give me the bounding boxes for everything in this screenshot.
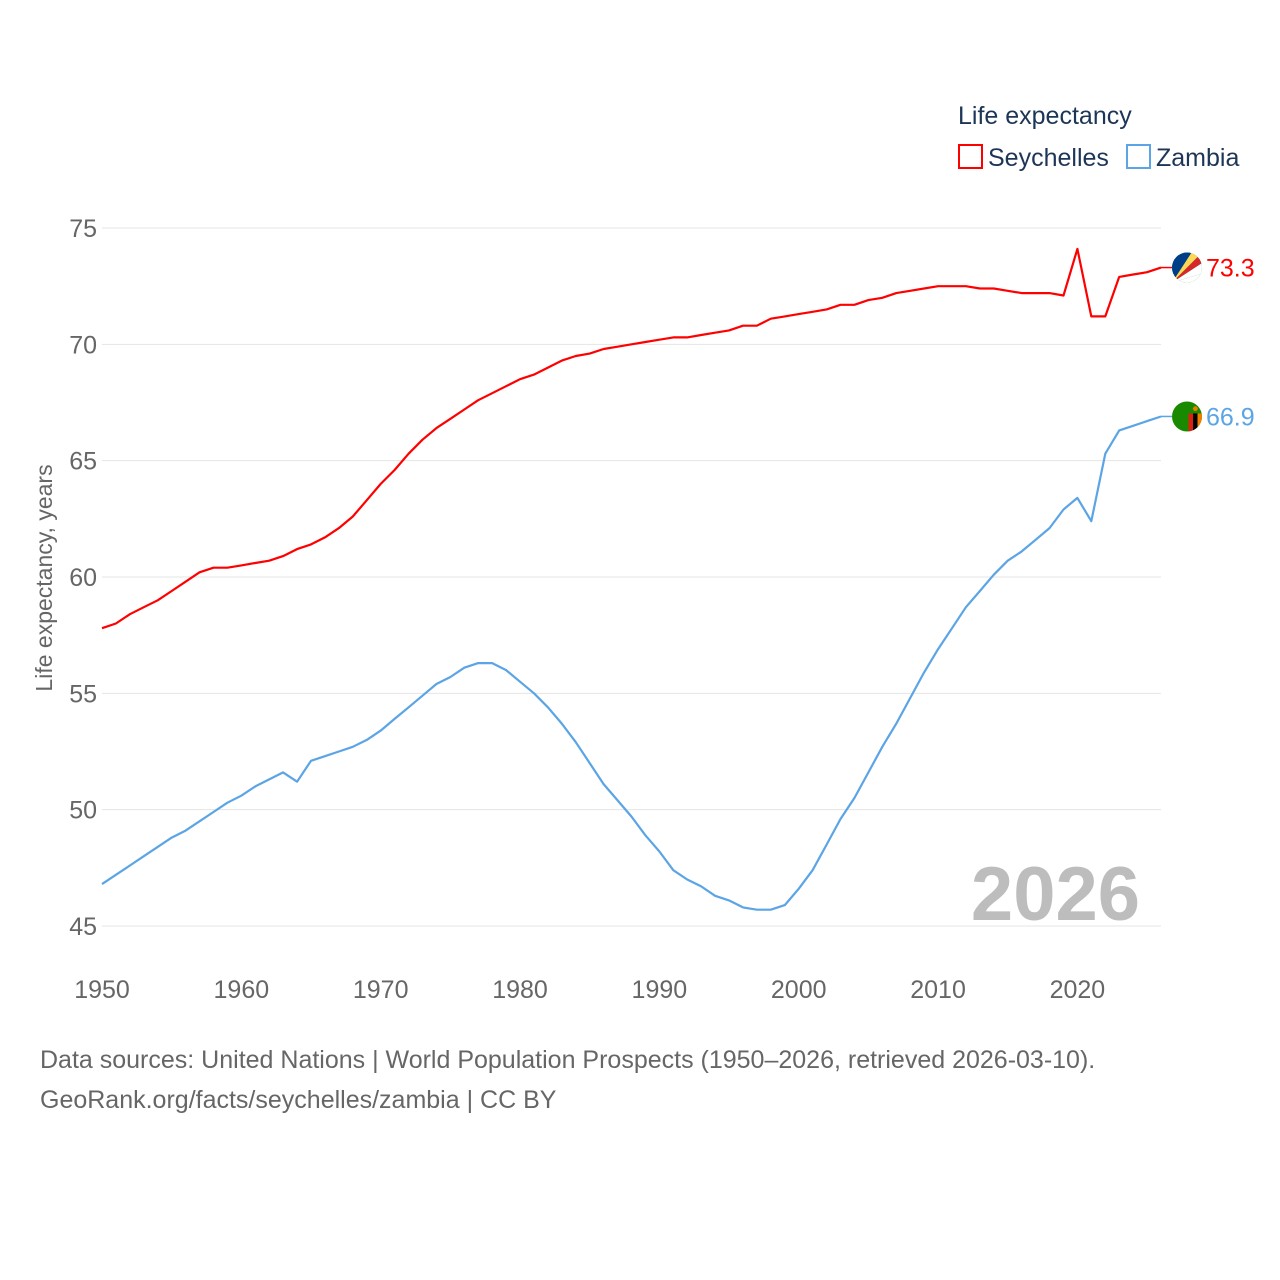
x-tick-label: 1990 xyxy=(632,976,688,1004)
y-tick-label: 55 xyxy=(69,680,97,708)
legend-item-zambia[interactable]: Zambia xyxy=(1126,144,1239,172)
y-tick-label: 65 xyxy=(69,448,97,476)
data-sources-note: Data sources: United Nations | World Pop… xyxy=(40,1046,1096,1074)
x-axis: 1950 1960 1970 1980 1990 2000 2010 2020 xyxy=(74,976,1105,1004)
x-tick-label: 1960 xyxy=(214,976,270,1004)
end-value-label-zambia: 66.9 xyxy=(1206,403,1255,431)
attribution-link[interactable]: GeoRank.org/facts/seychelles/zambia | CC… xyxy=(40,1086,557,1114)
y-tick-label: 45 xyxy=(69,913,97,941)
seychelles-flag xyxy=(1172,252,1202,283)
legend: Life expectancy Seychelles Zambia xyxy=(958,102,1239,172)
legend-label: Seychelles xyxy=(988,144,1109,172)
x-tick-label: 2020 xyxy=(1050,976,1106,1004)
zambia-flag xyxy=(1172,401,1202,432)
x-tick-label: 1950 xyxy=(74,976,130,1004)
legend-swatch xyxy=(1126,144,1151,169)
legend-title: Life expectancy xyxy=(958,102,1132,130)
series-group xyxy=(101,247,1162,911)
legend-label: Zambia xyxy=(1156,144,1239,172)
y-tick-label: 70 xyxy=(69,331,97,359)
y-axis-label: Life expectancy, years xyxy=(31,464,57,691)
x-tick-label: 2000 xyxy=(771,976,827,1004)
y-tick-label: 75 xyxy=(69,215,97,243)
series-line-zambia xyxy=(101,415,1162,911)
x-tick-label: 1980 xyxy=(492,976,548,1004)
year-label: 2026 xyxy=(971,852,1140,937)
life-expectancy-chart: 45 50 55 60 65 70 75 1950 1960 1970 1980 1990 2000 2… xyxy=(31,102,1255,1004)
legend-item-seychelles[interactable]: Seychelles xyxy=(958,144,1109,172)
y-tick-label: 60 xyxy=(69,564,97,592)
end-markers: 73.3 66.9 xyxy=(1161,252,1255,432)
end-value-label-seychelles: 73.3 xyxy=(1206,255,1255,283)
series-line-seychelles xyxy=(101,247,1162,630)
y-axis: 45 50 55 60 65 70 75 xyxy=(69,215,97,941)
x-tick-label: 1970 xyxy=(353,976,409,1004)
legend-swatch xyxy=(958,144,983,169)
x-tick-label: 2010 xyxy=(910,976,966,1004)
y-tick-label: 50 xyxy=(69,797,97,825)
grid xyxy=(102,227,1161,927)
footer: Data sources: United Nations | World Pop… xyxy=(40,1040,1095,1120)
